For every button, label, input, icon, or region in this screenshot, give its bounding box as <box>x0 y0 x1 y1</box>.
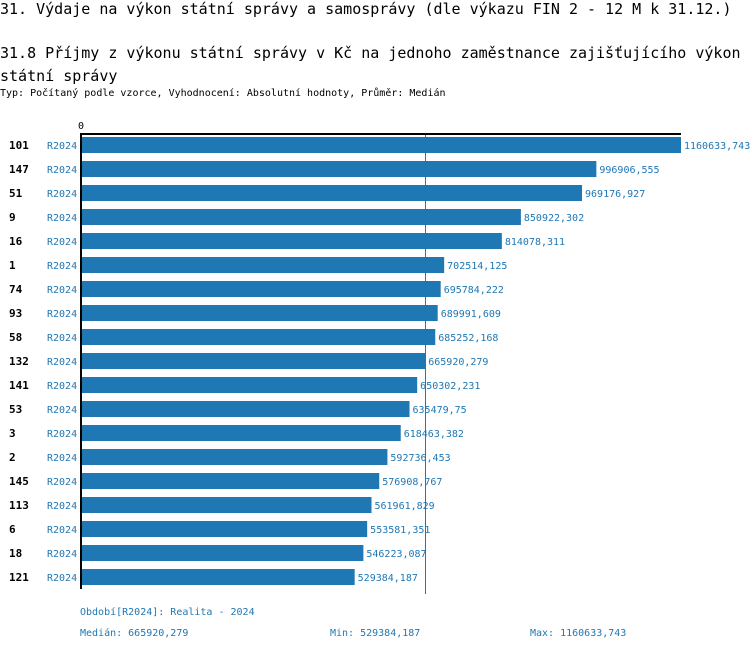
bar <box>81 185 583 201</box>
value-label: 695784,222 <box>444 285 504 296</box>
series-label: R2024 <box>47 165 77 176</box>
value-label: 618463,382 <box>404 429 464 440</box>
value-label: 685252,168 <box>438 333 498 344</box>
value-label: 1160633,743 <box>684 141 750 152</box>
bar <box>81 473 380 489</box>
bar <box>81 425 401 441</box>
bar <box>81 545 364 561</box>
footer-median: Medián: 665920,279 <box>80 628 189 639</box>
category-label: 2 <box>9 451 16 464</box>
category-label: 121 <box>9 571 29 584</box>
bar <box>81 497 372 513</box>
value-label: 969176,927 <box>585 189 645 200</box>
series-label: R2024 <box>47 501 77 512</box>
category-label: 1 <box>9 259 16 272</box>
value-label: 702514,125 <box>447 261 507 272</box>
series-label: R2024 <box>47 237 77 248</box>
bar <box>81 137 681 153</box>
series-label: R2024 <box>47 405 77 416</box>
bar <box>81 257 445 273</box>
series-label: R2024 <box>47 309 77 320</box>
category-label: 74 <box>9 283 23 296</box>
value-label: 689991,609 <box>441 309 501 320</box>
category-label: 53 <box>9 403 22 416</box>
value-label: 650302,231 <box>420 381 480 392</box>
series-label: R2024 <box>47 453 77 464</box>
value-label: 529384,187 <box>358 573 418 584</box>
value-label: 996906,555 <box>599 165 659 176</box>
bar <box>81 305 438 321</box>
series-label: R2024 <box>47 429 77 440</box>
footer-min: Min: 529384,187 <box>330 628 421 639</box>
bar-chart: 0 101 R2024 1160633,743 147 R2024 996906,555 5… <box>9 121 750 594</box>
chart-subtitle: Typ: Počítaný podle vzorce, Vyhodnocení:… <box>0 88 446 99</box>
category-label: 16 <box>9 235 23 248</box>
category-label: 51 <box>9 187 23 200</box>
category-label: 145 <box>9 475 29 488</box>
category-label: 6 <box>9 523 16 536</box>
category-label: 3 <box>9 427 16 440</box>
series-label: R2024 <box>47 573 77 584</box>
bar <box>81 449 388 465</box>
series-label: R2024 <box>47 261 77 272</box>
series-label: R2024 <box>47 477 77 488</box>
category-label: 9 <box>9 211 16 224</box>
footer-max: Max: 1160633,743 <box>530 628 627 639</box>
category-label: 93 <box>9 307 22 320</box>
category-label: 132 <box>9 355 29 368</box>
series-label: R2024 <box>47 357 77 368</box>
series-label: R2024 <box>47 141 77 152</box>
bar <box>81 569 355 585</box>
category-label: 141 <box>9 379 29 392</box>
section-title: 31. Výdaje na výkon státní správy a samo… <box>0 0 732 18</box>
bar <box>81 377 418 393</box>
series-label: R2024 <box>47 285 77 296</box>
series-label: R2024 <box>47 189 77 200</box>
value-label: 635479,75 <box>413 405 467 416</box>
bar <box>81 233 502 249</box>
bar <box>81 401 410 417</box>
chart-title: 31.8 Příjmy z výkonu státní správy v Kč … <box>0 44 741 85</box>
value-label: 850922,302 <box>524 213 584 224</box>
bar <box>81 281 441 297</box>
value-label: 814078,311 <box>505 237 565 248</box>
value-label: 553581,351 <box>370 525 430 536</box>
axis-zero-label: 0 <box>78 121 84 132</box>
series-label: R2024 <box>47 213 77 224</box>
category-label: 113 <box>9 499 29 512</box>
series-label: R2024 <box>47 381 77 392</box>
bar <box>81 161 597 177</box>
bar <box>81 353 426 369</box>
category-label: 101 <box>9 139 29 152</box>
bar <box>81 209 521 225</box>
value-label: 592736,453 <box>390 453 450 464</box>
category-label: 147 <box>9 163 29 176</box>
value-label: 576908,767 <box>382 477 442 488</box>
category-label: 18 <box>9 547 22 560</box>
series-label: R2024 <box>47 333 77 344</box>
series-label: R2024 <box>47 549 77 560</box>
category-label: 58 <box>9 331 22 344</box>
bar <box>81 521 368 537</box>
value-label: 561961,829 <box>375 501 435 512</box>
footer-period: Období[R2024]: Realita - 2024 <box>80 607 255 618</box>
value-label: 665920,279 <box>428 357 488 368</box>
value-label: 546223,087 <box>366 549 426 560</box>
bar <box>81 329 436 345</box>
series-label: R2024 <box>47 525 77 536</box>
